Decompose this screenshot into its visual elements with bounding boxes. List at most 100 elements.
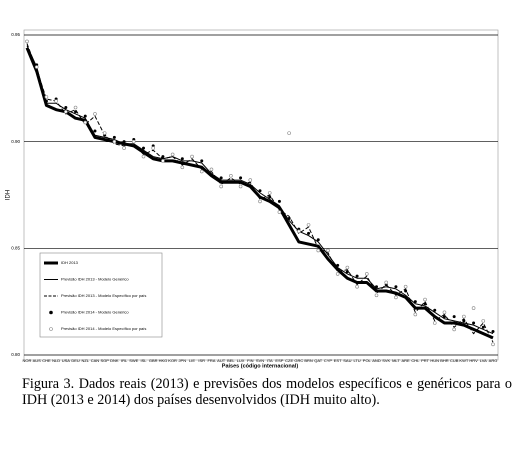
x-tick-label: BRN: [304, 358, 313, 363]
data-point: [54, 99, 58, 103]
data-point: [433, 308, 437, 312]
data-point: [122, 140, 126, 144]
data-point: [336, 263, 340, 267]
data-point: [404, 289, 408, 293]
x-tick-label: CHL: [411, 358, 420, 363]
x-tick-label: LIE: [189, 358, 195, 363]
x-tick-label: GBR: [149, 358, 158, 363]
data-point: [316, 238, 320, 242]
data-point: [326, 248, 330, 253]
x-tick-label: CUB: [450, 358, 459, 363]
legend-label: Previsão IDH 2013 - Modelo Específico po…: [61, 293, 146, 298]
x-tick-label: NLD: [52, 358, 60, 363]
data-point: [374, 285, 378, 289]
x-tick-label: GRC: [294, 358, 303, 363]
data-point: [413, 312, 418, 317]
legend-label: Previsão IDH 2014 - Modelo Genérico: [61, 310, 129, 315]
data-point: [83, 120, 88, 125]
x-tick-label: CZE: [285, 358, 293, 363]
data-point: [364, 272, 369, 276]
data-point: [219, 184, 223, 189]
data-point: [142, 146, 146, 150]
x-tick-label: IRL: [121, 358, 128, 363]
data-point: [258, 199, 262, 204]
data-point: [229, 174, 233, 178]
data-point: [452, 327, 456, 332]
x-tick-label: USA: [62, 358, 71, 363]
legend-box: [39, 252, 163, 338]
data-point: [307, 231, 311, 235]
data-point: [190, 154, 194, 159]
plot-frame: [23, 29, 499, 361]
data-point: [423, 297, 427, 302]
data-point: [345, 265, 350, 270]
data-point: [403, 284, 408, 289]
x-tick-label: HKG: [159, 358, 168, 363]
x-tick-label: HRV: [469, 358, 478, 363]
data-point: [44, 99, 48, 103]
y-tick-label: 0.95: [11, 32, 20, 37]
data-point: [238, 184, 243, 189]
chart: IDH Países (código internacional) 0.80 0.…: [6, 29, 499, 369]
data-point: [268, 195, 272, 199]
x-tick-label: MLT: [392, 358, 400, 363]
x-tick-label: ITA: [267, 358, 273, 363]
data-point: [355, 274, 359, 278]
data-point: [423, 302, 427, 306]
y-tick-label: 0.80: [11, 352, 20, 357]
data-point: [491, 342, 495, 347]
data-point: [277, 210, 282, 214]
x-tick-label: DEU: [71, 358, 80, 363]
data-point: [462, 319, 466, 323]
data-point: [73, 105, 78, 110]
x-tick-label: HUN: [430, 358, 439, 363]
x-tick-label: NOR: [23, 358, 32, 363]
x-tick-label: BEL: [227, 358, 235, 363]
data-point: [44, 95, 49, 99]
x-tick-label: ESP: [275, 358, 283, 363]
x-tick-label: QAT: [314, 358, 322, 363]
x-tick-label: LTU: [353, 358, 360, 363]
data-point: [180, 165, 185, 170]
x-tick-label: KOR: [168, 358, 177, 363]
data-point: [267, 191, 272, 195]
legend-swatch: [49, 327, 53, 331]
data-point: [209, 167, 214, 172]
data-point: [287, 131, 291, 135]
data-point: [481, 325, 485, 329]
x-tick-label: JPN: [179, 358, 187, 363]
data-point: [442, 315, 446, 319]
x-tick-label: ISR: [198, 358, 205, 363]
x-tick-label: PRT: [421, 358, 429, 363]
x-tick-label: AUS: [33, 358, 42, 363]
x-axis-label: Países (código internacional): [222, 363, 299, 369]
x-tick-label: CHE: [42, 358, 51, 363]
data-point: [112, 135, 116, 139]
y-axis-label: IDH: [6, 190, 12, 200]
data-point: [277, 199, 281, 203]
data-point: [170, 152, 175, 157]
data-point: [199, 169, 204, 174]
data-point: [180, 157, 184, 161]
data-point: [442, 310, 447, 315]
data-point: [316, 248, 321, 253]
data-point: [297, 229, 301, 234]
data-point: [472, 321, 476, 325]
legend-label: IDH 2013: [61, 260, 79, 265]
data-point: [374, 293, 379, 298]
x-tick-label: AND: [372, 358, 381, 363]
data-point: [102, 131, 107, 135]
x-tick-label: AUT: [217, 358, 226, 363]
data-point: [248, 178, 253, 182]
data-point: [413, 300, 417, 304]
series-line: [25, 47, 494, 340]
data-point: [471, 306, 476, 310]
data-point: [200, 159, 204, 163]
data-point: [355, 284, 359, 289]
x-tick-label: CYP: [324, 358, 333, 363]
data-point: [287, 216, 291, 220]
data-point: [384, 280, 389, 285]
data-point: [83, 114, 87, 118]
data-point: [219, 176, 223, 180]
x-tick-label: LVA: [480, 358, 487, 363]
